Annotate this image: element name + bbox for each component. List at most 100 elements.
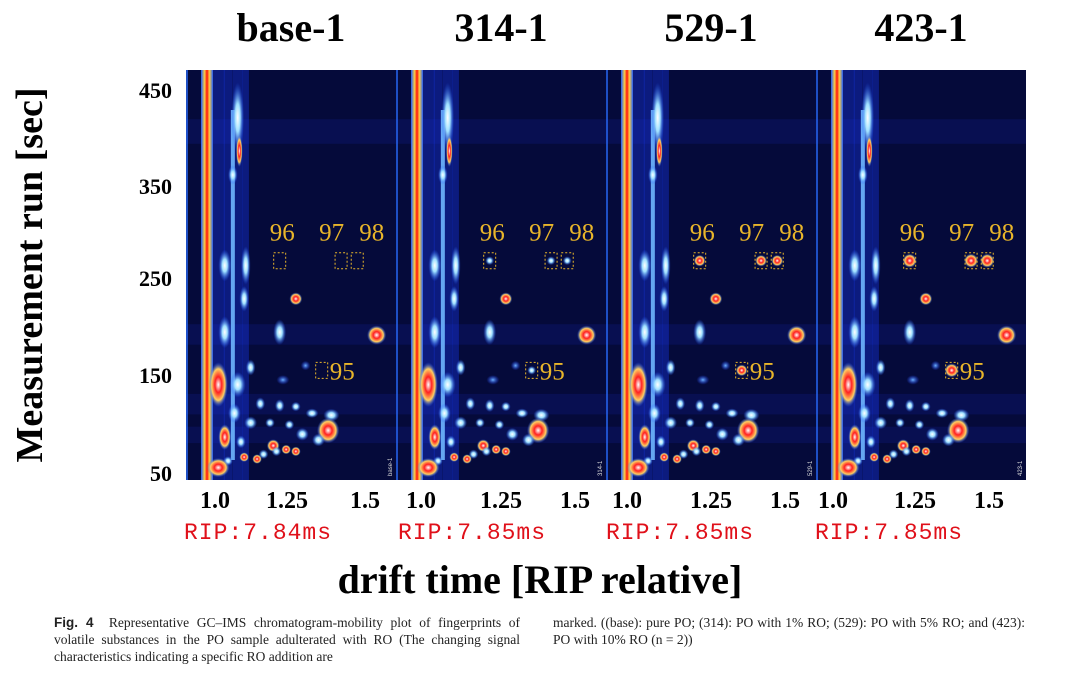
signal-spot <box>930 360 941 371</box>
signal-spot <box>252 454 262 464</box>
signal-spot <box>501 401 511 412</box>
signal-spot <box>901 446 912 457</box>
signal-spot <box>685 417 695 428</box>
signal-spot <box>501 446 511 457</box>
signal-spot <box>244 416 258 430</box>
signal-spot <box>638 249 652 282</box>
secondary-line <box>860 110 865 460</box>
annotation-98: 98 <box>989 220 1014 247</box>
x-tick-1-25-p3: 1.25 <box>690 488 732 514</box>
signal-spot <box>284 419 295 430</box>
signal-spot <box>367 325 387 345</box>
background-band <box>396 119 606 144</box>
signal-spot <box>638 316 652 349</box>
signal-spot <box>484 399 495 413</box>
marker-spot-96 <box>485 256 495 266</box>
x-tick-1-25-p2: 1.25 <box>480 488 522 514</box>
signal-spot <box>925 427 939 441</box>
signal-spot <box>921 401 931 412</box>
signal-spot <box>228 403 241 423</box>
caption-text-right: marked. ((base): pure PO; (314): PO with… <box>553 615 1025 647</box>
background-band <box>606 119 816 144</box>
rip-label-2: RIP:7.85ms <box>398 520 547 546</box>
background-band <box>396 324 606 345</box>
signal-spot <box>659 452 669 462</box>
signal-spot <box>885 397 896 411</box>
signal-spot <box>866 435 876 449</box>
marker-spot-97 <box>964 253 979 268</box>
rip-label-4: RIP:7.85ms <box>815 520 964 546</box>
signal-spot <box>628 362 648 408</box>
signal-spot <box>312 433 325 447</box>
signal-spot <box>919 292 933 306</box>
signal-spot <box>291 446 301 457</box>
annotation-95: 95 <box>960 358 985 385</box>
signal-spot <box>289 292 303 306</box>
signal-spot <box>648 165 658 185</box>
signal-spot <box>882 454 892 464</box>
signal-spot <box>236 135 243 168</box>
signal-spot <box>271 446 282 457</box>
signal-spot <box>218 316 232 349</box>
signal-spot <box>711 401 721 412</box>
signal-spot <box>638 424 652 450</box>
caption-left: Fig. 4 Representative GC–IMS chromatogra… <box>54 614 520 665</box>
signal-spot <box>935 408 949 419</box>
background-band <box>606 324 816 345</box>
panel-title-2: 314-1 <box>454 5 548 50</box>
signal-spot <box>691 446 702 457</box>
x-tick-1-5-p4: 1.5 <box>974 488 1004 514</box>
signal-spot <box>672 454 682 464</box>
signal-spot <box>439 371 456 398</box>
marker-spot-98 <box>771 254 784 267</box>
panel-4: 96 97 98 95 423-1 <box>816 70 1026 480</box>
annotation-97: 97 <box>739 220 764 247</box>
x-tick-1-5-p3: 1.5 <box>770 488 800 514</box>
signal-spot <box>455 359 466 376</box>
x-tick-1-25-p4: 1.25 <box>894 488 936 514</box>
signal-spot <box>866 135 873 168</box>
signal-spot <box>265 417 275 428</box>
annotation-98: 98 <box>359 220 384 247</box>
signal-spot <box>240 246 251 285</box>
panel-id-label: 529-1 <box>808 460 814 476</box>
rip-line <box>411 70 423 480</box>
signal-spot <box>228 165 238 185</box>
signal-spot <box>465 397 476 411</box>
background-band <box>816 324 1026 345</box>
annotation-96: 96 <box>480 220 505 247</box>
x-tick-1-0-p4: 1.0 <box>818 488 848 514</box>
signal-spot <box>837 458 860 478</box>
panel-title-1: base-1 <box>236 5 346 50</box>
signal-spot <box>711 446 721 457</box>
signal-spot <box>696 375 710 385</box>
annotation-97: 97 <box>949 220 974 247</box>
signal-spot <box>660 246 671 285</box>
annotation-95: 95 <box>750 358 775 385</box>
signal-spot <box>515 408 529 419</box>
signal-spot <box>239 286 249 312</box>
signal-spot <box>486 375 500 385</box>
signal-spot <box>428 424 442 450</box>
signal-spot <box>904 399 915 413</box>
signal-spot <box>701 444 711 455</box>
signal-spot <box>715 427 729 441</box>
signal-spot <box>522 433 535 447</box>
signal-spot <box>236 435 246 449</box>
x-tick-1-5-p2: 1.5 <box>560 488 590 514</box>
signal-spot <box>627 458 650 478</box>
signal-streak <box>232 70 243 480</box>
figure: base-1 314-1 529-1 423-1 Measurement run… <box>9 5 1026 602</box>
annotation-96: 96 <box>270 220 295 247</box>
signal-spot <box>709 292 723 306</box>
signal-spot <box>450 246 461 285</box>
marker-spot-95 <box>944 363 959 378</box>
marker-spot-95 <box>735 364 748 377</box>
signal-spot <box>870 246 881 285</box>
signal-spot <box>462 454 472 464</box>
annotation-95: 95 <box>540 358 565 385</box>
signal-spot <box>859 371 876 398</box>
panel-id-label: base-1 <box>388 457 394 476</box>
signal-spot <box>656 435 666 449</box>
signal-spot <box>895 417 905 428</box>
